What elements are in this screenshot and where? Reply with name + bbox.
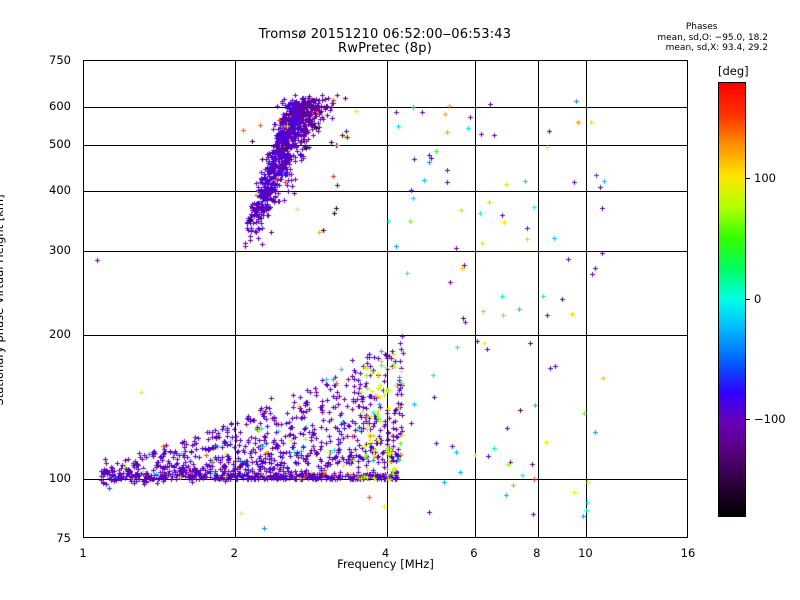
y-axis-tick	[83, 61, 84, 62]
y-axis-tick-label: 75	[56, 531, 71, 545]
x-axis-tick	[324, 537, 325, 538]
y-axis-tick	[687, 526, 688, 527]
y-axis-tick	[687, 479, 688, 480]
x-axis-tick	[586, 60, 587, 61]
x-axis-tick	[675, 537, 676, 538]
x-axis-tick	[660, 537, 661, 538]
phase-annotation-x-mode: mean, sd,X: 93.4, 29.2	[665, 43, 768, 53]
y-axis-tick	[83, 479, 84, 480]
y-axis-tick	[687, 75, 688, 76]
y-axis-tick	[687, 335, 688, 336]
y-axis-tick	[83, 526, 84, 527]
y-axis-tick-label: 500	[49, 137, 71, 152]
x-axis-tick	[324, 60, 325, 61]
phase-annotation-heading: Phases	[685, 22, 718, 32]
y-axis-tick	[83, 145, 84, 146]
colorbar-unit-label: [deg]	[718, 64, 749, 78]
x-axis-tick	[235, 537, 236, 538]
y-axis-tick	[687, 501, 688, 502]
y-axis-tick	[687, 61, 688, 62]
x-axis-tick	[509, 537, 510, 538]
y-axis-tick	[687, 479, 688, 480]
colorbar-gradient	[718, 82, 746, 517]
x-axis-tick	[626, 537, 627, 538]
x-axis-tick-label: 8	[533, 546, 541, 560]
colorbar-tick	[745, 419, 750, 420]
x-axis-tick	[84, 60, 85, 61]
x-axis-tick	[435, 537, 436, 538]
y-axis-tick	[83, 75, 84, 76]
x-axis-tick-label: 6	[470, 546, 478, 560]
x-axis-tick	[626, 60, 627, 61]
x-axis-tick	[586, 537, 587, 538]
x-axis-tick	[387, 60, 388, 61]
y-axis-tick-label: 300	[49, 243, 71, 258]
x-axis-tick	[387, 537, 388, 538]
x-axis-tick	[660, 60, 661, 61]
y-axis-tick-label: 100	[49, 471, 71, 486]
y-axis-tick-label: 200	[49, 327, 71, 342]
plot-title-sub: RwPretec (8p)	[338, 41, 432, 56]
x-axis-tick-label: 1	[79, 546, 87, 560]
colorbar-tick	[745, 178, 750, 179]
x-axis-tick	[235, 60, 236, 61]
x-axis-tick	[563, 60, 564, 61]
x-axis-tick	[563, 537, 564, 538]
plot-area	[83, 60, 688, 538]
y-axis-tick	[687, 191, 688, 192]
y-axis-tick	[687, 191, 688, 192]
y-axis-tick-label: 400	[49, 183, 71, 198]
y-axis-tick-label: 750	[49, 53, 71, 67]
colorbar-tick	[745, 299, 750, 300]
x-axis-tick-label: 10	[578, 546, 593, 560]
y-axis-tick	[83, 191, 84, 192]
scatter-points	[84, 61, 687, 537]
x-axis-tick	[644, 537, 645, 538]
x-axis-tick	[435, 60, 436, 61]
y-axis-tick	[83, 251, 84, 252]
x-axis-tick-label: 16	[680, 546, 696, 560]
colorbar-tick-label: −100	[754, 411, 786, 426]
y-axis-tick	[687, 145, 688, 146]
x-axis-tick-label: 4	[381, 546, 390, 560]
x-axis-tick	[538, 537, 539, 538]
x-axis-title: Frequency [MHz]	[337, 557, 434, 571]
y-axis-tick-label: 600	[49, 99, 71, 114]
phase-statistics-annotation: Phases mean, sd,O: −95.0, 18.2 mean, sd,…	[657, 22, 768, 54]
x-axis-tick	[607, 60, 608, 61]
y-axis-tick	[687, 107, 688, 108]
colorbar: 100 0 −100	[718, 82, 786, 517]
phase-annotation-o-mode: mean, sd,O: −95.0, 18.2	[657, 32, 768, 43]
x-axis-tick	[84, 537, 85, 538]
plot-title-main: Tromsø 20151210 06:52:00‒06:53:43	[258, 27, 512, 42]
x-axis-tick	[509, 60, 510, 61]
x-axis-tick	[607, 537, 608, 538]
colorbar-tick-label: 100	[754, 171, 776, 186]
x-axis-tick	[644, 60, 645, 61]
y-axis-title: Stationary phase Virtual Height [km]	[0, 194, 6, 406]
y-axis-tick	[83, 335, 84, 336]
x-axis-tick	[675, 60, 676, 61]
y-axis-tick	[687, 107, 688, 108]
x-axis-tick	[538, 60, 539, 61]
x-axis-tick	[475, 537, 476, 538]
y-axis-tick	[687, 251, 688, 252]
y-axis-tick	[687, 251, 688, 252]
x-axis-tick	[475, 60, 476, 61]
y-axis-tick	[687, 145, 688, 146]
colorbar-tick-label: 0	[754, 291, 762, 306]
x-axis-tick-label: 2	[230, 546, 238, 560]
y-axis-tick	[687, 335, 688, 336]
y-axis-tick	[83, 107, 84, 108]
y-axis-tick	[83, 501, 84, 502]
